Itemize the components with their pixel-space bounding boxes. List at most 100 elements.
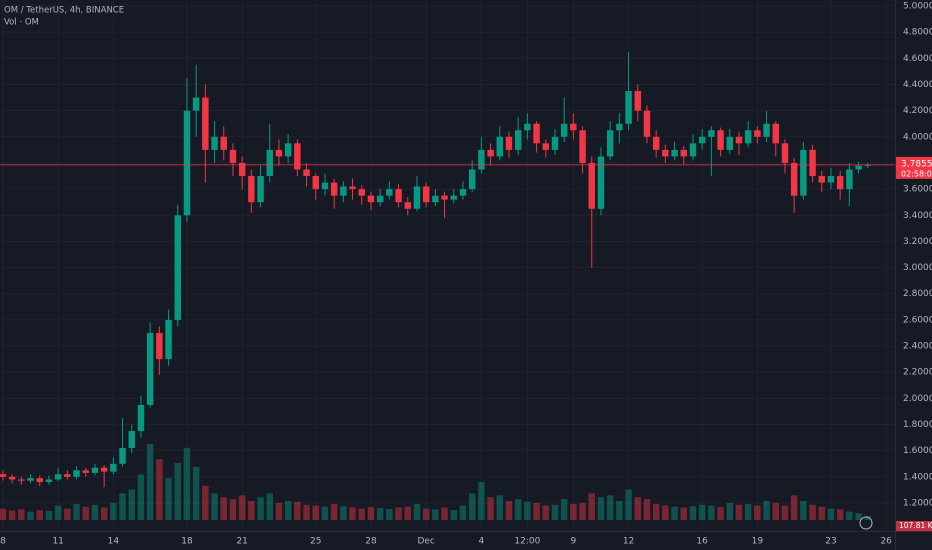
x-tick-label: 26 bbox=[880, 537, 892, 547]
volume-bar bbox=[790, 495, 798, 520]
candle-body bbox=[367, 195, 375, 203]
volume-bar bbox=[110, 502, 117, 520]
candle-body bbox=[229, 149, 237, 163]
candle-body bbox=[64, 474, 71, 477]
volume-bar bbox=[708, 505, 715, 520]
y-tick-label: 2.8000 bbox=[903, 289, 932, 299]
volume-bar bbox=[395, 507, 402, 520]
y-tick-label: 4.6000 bbox=[903, 54, 932, 64]
y-tick-label: 4.0000 bbox=[903, 132, 932, 142]
volume-bar bbox=[570, 504, 577, 520]
y-tick-label: 4.4000 bbox=[903, 80, 932, 90]
volume-bar bbox=[156, 459, 163, 520]
volume-bar bbox=[257, 497, 264, 520]
volume-title: Vol · OM bbox=[4, 18, 39, 28]
x-tick-label: 12 bbox=[623, 537, 634, 547]
x-tick-label: 19 bbox=[752, 537, 764, 547]
volume-bar bbox=[514, 499, 522, 520]
candle-body bbox=[643, 110, 651, 137]
candle-body bbox=[846, 169, 853, 190]
candle-body bbox=[303, 169, 310, 177]
volume-bar bbox=[818, 506, 825, 520]
y-tick-label: 3.4000 bbox=[903, 211, 932, 221]
volume-bar bbox=[597, 497, 605, 520]
candle-body bbox=[358, 189, 365, 196]
volume-bar bbox=[100, 507, 108, 520]
volume-bar bbox=[303, 504, 310, 520]
x-tick-label: 25 bbox=[310, 537, 321, 547]
volume-bar bbox=[413, 504, 421, 520]
volume-bar bbox=[64, 508, 71, 520]
volume-pane bbox=[0, 444, 871, 520]
volume-bar bbox=[726, 502, 733, 520]
candle-body bbox=[294, 143, 301, 170]
volume-bar bbox=[27, 511, 34, 520]
volume-bar bbox=[735, 504, 743, 520]
volume-bar bbox=[606, 495, 614, 520]
candle-body bbox=[800, 149, 807, 196]
volume-bar bbox=[146, 444, 154, 520]
candle-body bbox=[386, 189, 393, 196]
volume-bar bbox=[855, 513, 862, 520]
candle-body bbox=[560, 123, 568, 137]
candle-body bbox=[18, 479, 25, 481]
volume-bar bbox=[119, 493, 126, 520]
volume-bar bbox=[266, 493, 273, 520]
candle-body bbox=[257, 176, 264, 203]
volume-bar bbox=[294, 501, 301, 520]
volume-bar bbox=[432, 509, 439, 520]
volume-bar bbox=[386, 508, 393, 520]
x-tick-label: 21 bbox=[236, 537, 247, 547]
candle-body bbox=[146, 332, 154, 405]
volume-bar bbox=[8, 510, 16, 520]
y-tick-label: 1.4000 bbox=[903, 472, 932, 482]
volume-bar bbox=[220, 497, 227, 520]
y-tick-label: 2.4000 bbox=[903, 342, 932, 352]
candle-body bbox=[0, 474, 7, 477]
candle-body bbox=[413, 186, 421, 209]
candle-body bbox=[27, 478, 34, 481]
volume-bar bbox=[505, 501, 513, 520]
volume-bar bbox=[349, 507, 356, 520]
y-tick-label: 3.0000 bbox=[903, 263, 932, 273]
candle-body bbox=[542, 143, 549, 150]
volume-bar bbox=[652, 504, 660, 520]
volume-bar bbox=[376, 508, 384, 520]
volume-bar bbox=[275, 502, 283, 520]
volume-bar bbox=[137, 474, 145, 520]
logo-icon[interactable] bbox=[859, 516, 873, 530]
candle-body bbox=[73, 470, 80, 477]
x-tick-label: 12:00 bbox=[514, 537, 540, 547]
candle-body bbox=[45, 479, 53, 483]
candle-body bbox=[790, 162, 798, 196]
candle-body bbox=[662, 149, 669, 157]
candle-body bbox=[514, 130, 522, 150]
volume-bar bbox=[809, 504, 816, 520]
candle-body bbox=[579, 130, 586, 163]
candle-body bbox=[459, 189, 467, 196]
volume-bar bbox=[73, 504, 80, 520]
candle-body bbox=[864, 164, 871, 166]
candle-body bbox=[505, 136, 513, 150]
candle-body bbox=[744, 130, 752, 144]
y-tick-label: 2.0000 bbox=[903, 394, 932, 404]
x-tick-label: 4 bbox=[478, 537, 484, 547]
x-tick-label: 8 bbox=[0, 537, 6, 547]
volume-bar bbox=[211, 493, 218, 520]
candle-body bbox=[110, 463, 117, 472]
volume-bar bbox=[45, 510, 53, 520]
volume-bar bbox=[174, 463, 181, 520]
candle-body bbox=[211, 136, 218, 150]
candle-body bbox=[606, 130, 614, 157]
candle-body bbox=[395, 189, 402, 203]
candle-body bbox=[652, 136, 660, 150]
volume-bar bbox=[284, 501, 292, 520]
candle-body bbox=[496, 136, 503, 157]
candle-body bbox=[625, 91, 632, 124]
candle-body bbox=[312, 176, 319, 190]
candle-body bbox=[726, 136, 733, 150]
volume-bar bbox=[542, 505, 549, 520]
volume-bar bbox=[330, 504, 338, 520]
volume-bar bbox=[441, 507, 448, 520]
